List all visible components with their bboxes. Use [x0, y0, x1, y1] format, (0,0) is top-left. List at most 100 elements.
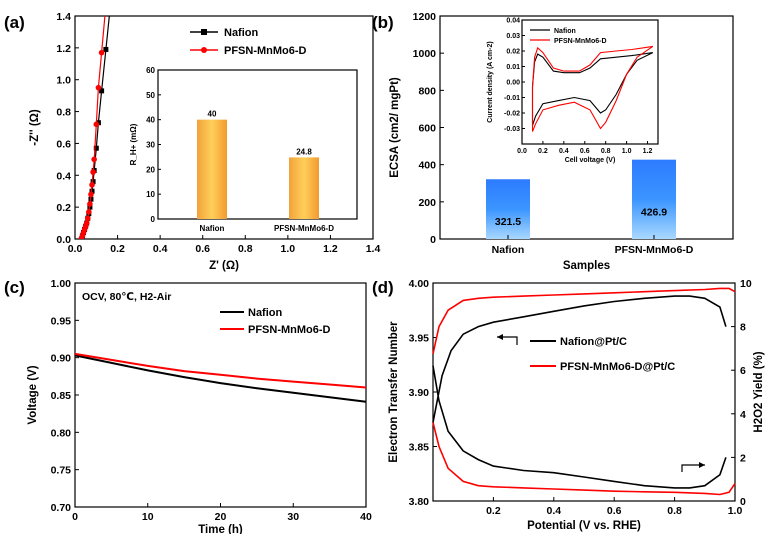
panel-b-bar: [486, 179, 530, 239]
panel-d-left-axis-arrowhead: [497, 334, 503, 340]
panel-b-label: (b): [372, 13, 394, 32]
panel-a-inset-y-tick-label: 30: [146, 141, 155, 150]
panel-a-point: [88, 191, 94, 198]
panel-d-right-axis-arrowhead: [699, 462, 705, 468]
panel-b-inset-y-tick-label: -0.03: [504, 126, 520, 133]
panel-a-x-label: Z' (Ω): [209, 260, 239, 272]
panel-a-inset-y-tick-label: 40: [146, 116, 155, 125]
panel-c-x-tick-label: 40: [360, 511, 372, 523]
panel-b-inset-x-tick-label: 1.2: [643, 148, 653, 155]
panel-b-inset-y-tick-label: -0.02: [504, 111, 520, 118]
panel-c-x-tick-label: 30: [287, 511, 299, 523]
panel-b-y-tick-label: 200: [418, 197, 436, 209]
panel-d-legend-label: PFSN-MnMo6-D@Pt/C: [560, 361, 675, 373]
panel-a-inset-frame: [157, 69, 358, 220]
panel-b-bar-value: 321.5: [495, 216, 521, 228]
panel-b-inset-y-tick-label: 0.01: [506, 64, 520, 71]
panel-a-inset-bar: [289, 157, 319, 219]
panel-a-x-tick-label: 0.6: [195, 243, 210, 255]
panel-a-legend-label: Nafion: [224, 27, 259, 39]
panel-b-inset-y-tick-label: 0.03: [506, 33, 520, 40]
panel-b-inset-curve-1: [531, 45, 654, 132]
panel-a-x-tick-label: 1.4: [366, 243, 381, 255]
panel-b-x-label: Samples: [563, 260, 610, 272]
panel-a-series-1: [78, 16, 106, 239]
panel-d-h2o2-line-1: [432, 422, 736, 496]
panel-b-inset-y-label: Current density (A cm-2): [487, 41, 494, 122]
panel-c-y-tick-label: 0.70: [51, 502, 72, 514]
panel-c-y-tick-label: 0.90: [51, 353, 72, 365]
panel-b-inset-x-tick-label: 0.4: [559, 148, 569, 155]
panel-b-inset-x-tick-label: 0.6: [580, 148, 590, 155]
panel-b-category-label: Nafion: [492, 244, 525, 256]
panel-a-legend-marker: [201, 29, 207, 35]
panel-a-point: [91, 156, 97, 163]
panel-d-x-tick-label: 0.8: [667, 505, 682, 517]
panel-a-y-tick-label: 1.2: [56, 43, 71, 55]
panel-d-y2-tick-label: 8: [740, 322, 746, 334]
panel-b-inset-y-tick-label: -0.01: [504, 95, 520, 102]
panel-b-bar: [632, 159, 676, 239]
panel-a-inset-y-label: R_H+ (mΩ): [129, 123, 138, 165]
panel-b-inset-legend-label: PFSN-MnMo6-D: [554, 38, 607, 45]
panel-d-right-axis-arrow: [681, 464, 705, 472]
panel-a-point: [93, 145, 99, 151]
panel-a-point: [89, 182, 95, 188]
panel-b-inset-curve-0: [531, 52, 654, 126]
panel-d-y-tick-label: 3.80: [409, 496, 430, 508]
panel-b-y-tick-label: 400: [418, 160, 436, 172]
panel-c-annotation: OCV, 80℃, H2-Air: [82, 291, 171, 303]
panel-d-y-label: Electron Transfer Number: [388, 321, 400, 463]
panel-a-point: [98, 49, 105, 56]
panel-a-inset-bar-value: 40: [208, 110, 217, 119]
panel-c-label: (c): [4, 278, 25, 297]
panel-a-point: [89, 188, 95, 194]
panel-a-line: [80, 16, 106, 239]
panel-c-y-tick-label: 0.95: [51, 315, 72, 327]
panel-d-legend-label: Nafion@Pt/C: [560, 336, 627, 348]
panel-d-n-line-1: [432, 287, 736, 354]
panel-a-series-0: [78, 16, 110, 239]
panel-a-legend-label: PFSN-MnMo6-D: [224, 45, 307, 57]
panel-c-x-tick-label: 20: [215, 511, 227, 523]
panel-a-inset-y-tick-label: 50: [146, 91, 155, 100]
panel-a-y-tick-label: 1.0: [56, 75, 71, 87]
panel-a-inset-y-tick-label: 60: [146, 66, 155, 75]
panel-d-y-tick-label: 3.90: [409, 387, 430, 399]
panel-d-left-axis-arrow: [497, 336, 518, 345]
panel-c-y-tick-label: 0.85: [51, 390, 72, 402]
panel-a-point: [93, 121, 100, 128]
panel-a-x-tick-label: 0.8: [238, 243, 253, 255]
panel-d-n-line-0: [432, 295, 727, 423]
panel-b-y-tick-label: 600: [418, 123, 436, 135]
panel-c-y-tick-label: 0.75: [51, 465, 72, 477]
panel-b-inset-legend-label: Nafion: [554, 28, 576, 35]
panel-a-inset-bar-value: 24.8: [296, 147, 312, 156]
panel-c-legend-label: PFSN-MnMo6-D: [248, 324, 331, 336]
panel-a-point: [95, 84, 102, 91]
panel-a-inset-y-tick-label: 10: [146, 190, 155, 199]
panel-a-inset-bar: [197, 119, 227, 219]
panel-d-y-tick-label: 3.85: [409, 442, 430, 454]
panel-a-y-label: -Z'' (Ω): [29, 109, 41, 146]
panel-b-inset-x-tick-label: 1.0: [622, 148, 632, 155]
panel-b-bar-value: 426.9: [641, 206, 667, 218]
panel-a-inset-y-tick-label: 0: [151, 215, 156, 224]
panel-c-line-0: [74, 354, 367, 403]
panel-b-frame: [439, 15, 734, 240]
panel-d-y2-tick-label: 10: [740, 278, 752, 290]
panel-a-y-tick-label: 1.4: [56, 11, 71, 23]
panel-a-x-tick-label: 1.2: [323, 243, 338, 255]
panel-b-inset-y-tick-label: 0.02: [506, 49, 520, 56]
panel-a-inset-category: PFSN-MnMo6-D: [274, 224, 334, 233]
panel-d-x-tick-label: 0.4: [546, 505, 561, 517]
panel-c-x-tick-label: 10: [142, 511, 154, 523]
panel-a-inset-y-tick-label: 20: [146, 165, 155, 174]
panel-a-x-tick-label: 0.4: [153, 243, 168, 255]
panel-a-x-tick-label: 1.0: [281, 243, 296, 255]
panel-d-y2-tick-label: 2: [740, 452, 746, 464]
panel-c-x-tick-label: 0: [72, 511, 78, 523]
panel-a-legend-marker: [201, 47, 207, 53]
panel-d-y2-tick-label: 4: [740, 409, 746, 421]
panel-b-inset-x-label: Cell voltage (V): [565, 157, 616, 164]
